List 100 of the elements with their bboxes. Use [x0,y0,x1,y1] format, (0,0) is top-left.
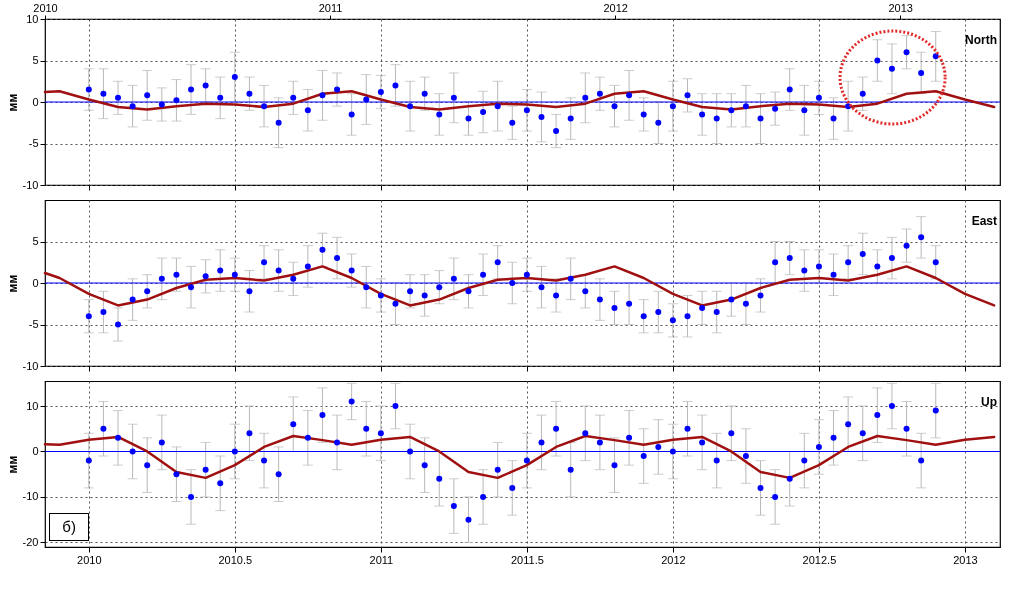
point [319,92,326,99]
point [655,119,662,126]
point [377,430,384,437]
point [173,271,180,278]
point [538,439,545,446]
point [115,434,122,441]
y-tick-label: -10 [22,359,39,372]
y-tick-label: -10 [22,178,39,191]
point [699,304,706,311]
point [275,267,282,274]
point [918,69,925,76]
text: North [965,33,997,47]
y-tick-label: 5 [32,54,39,66]
point [932,259,939,266]
point [202,273,209,280]
point [290,421,297,428]
point [348,267,355,274]
point [100,309,107,316]
point [304,434,311,441]
point [582,288,589,295]
point [275,471,282,478]
point [669,103,676,110]
point [377,292,384,299]
point [202,82,209,89]
y-tick-label: -10 [22,490,39,503]
point [275,119,282,126]
point [611,103,618,110]
y-tick-label: 0 [32,276,39,289]
point [319,246,326,253]
point [699,111,706,118]
y-tick-label: -20 [22,535,39,548]
point [173,471,180,478]
y-tick-label: -5 [28,137,39,149]
point [640,453,647,460]
point [684,425,691,432]
point [217,94,224,101]
point [290,94,297,101]
point [757,292,764,299]
x-tick-label: 2013 [953,553,978,566]
point [859,90,866,97]
y-tick-label: 5 [32,235,39,247]
y-axis-title: мм [5,93,20,112]
point [304,263,311,270]
point [231,271,238,278]
point [874,57,881,64]
point [553,128,560,135]
point [830,271,837,278]
point [450,503,457,510]
point [217,267,224,274]
point [830,115,837,122]
point [261,103,268,110]
point [596,296,603,303]
point [742,300,749,307]
x2-tick-label: 2012 [603,1,628,14]
x-tick-label: 2012.5 [802,553,837,566]
point [85,313,92,320]
point [319,412,326,419]
y-tick-label: 10 [26,12,39,25]
point [786,475,793,482]
point [348,398,355,405]
point [465,288,472,295]
point [553,425,560,432]
x-tick-label: 2010 [77,553,102,566]
point [874,412,881,419]
point [173,97,180,104]
x2-tick-label: 2013 [888,1,913,14]
point [246,288,253,295]
point [655,443,662,450]
point [757,484,764,491]
point [669,448,676,455]
point [728,107,735,114]
point [246,90,253,97]
point [786,255,793,262]
point [348,111,355,118]
point [188,284,195,291]
x-tick-label: 2011 [369,553,394,566]
point [699,439,706,446]
point [786,86,793,93]
point [188,86,195,93]
point [377,89,384,96]
point [830,434,837,441]
point [801,267,808,274]
point [392,82,399,89]
point [918,457,925,464]
point [246,430,253,437]
label-box: б) [49,513,89,542]
point [129,296,136,303]
point [611,462,618,469]
point [582,94,589,101]
point [772,259,779,266]
point [713,115,720,122]
point [436,284,443,291]
x2-tick-label: 2011 [318,1,343,14]
text: Up [981,395,997,409]
point [567,115,574,122]
point [407,448,414,455]
point [626,300,633,307]
point [421,292,428,299]
y-tick-label: 0 [32,444,39,457]
point [903,49,910,56]
